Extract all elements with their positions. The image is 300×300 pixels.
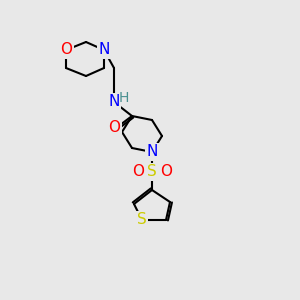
Text: N: N [108,94,120,110]
Text: N: N [98,43,110,58]
Text: O: O [160,164,172,179]
Text: O: O [60,43,72,58]
Text: S: S [147,164,157,179]
Text: H: H [119,91,129,105]
Text: S: S [137,212,147,227]
Text: O: O [132,164,144,179]
Text: N: N [146,145,158,160]
Text: O: O [108,121,120,136]
